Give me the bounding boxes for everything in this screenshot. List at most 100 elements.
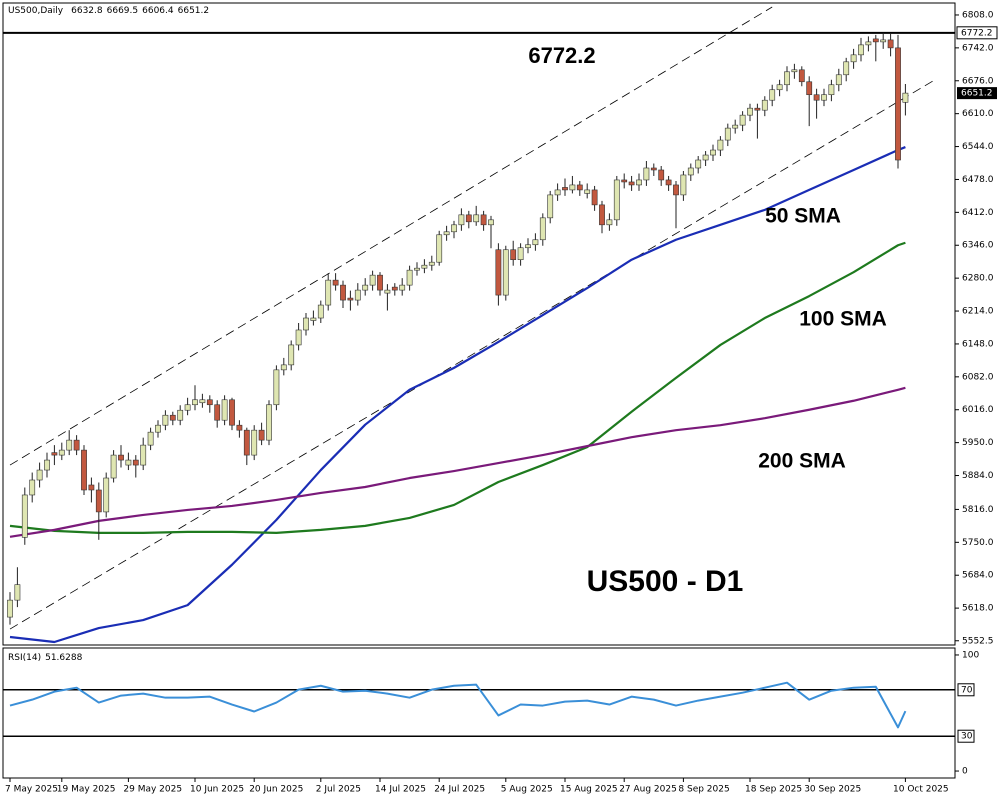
candle-body (443, 231, 450, 236)
y-tick-label: 6346.0 (962, 241, 994, 251)
candle-body (21, 494, 28, 538)
price-tag-label: 6651.2 (961, 89, 993, 99)
candle-body (510, 249, 517, 261)
candle-body (118, 454, 124, 461)
channel-line (9, 79, 936, 630)
candle-body (813, 94, 820, 101)
candle-body (473, 214, 480, 223)
x-tick-label: 10 Oct 2025 (893, 785, 949, 795)
x-tick-label: 29 May 2025 (123, 785, 182, 795)
x-tick-label: 10 Jun 2025 (190, 785, 244, 795)
candle-body (539, 217, 546, 241)
candle-body (532, 239, 539, 246)
y-tick-label: 6148.0 (962, 339, 994, 349)
candle-body (673, 184, 679, 196)
x-tick-label: 14 Jul 2025 (375, 785, 426, 795)
rsi-tick-label: 100 (962, 650, 979, 660)
candle-body (81, 449, 87, 491)
y-tick-label: 6544.0 (962, 142, 994, 152)
candle-body (621, 179, 628, 183)
candle-body (480, 214, 487, 226)
candle-body (502, 249, 509, 296)
candle-body (717, 139, 724, 151)
candle-body (399, 284, 406, 291)
candle-body (828, 84, 835, 96)
candle-body (732, 124, 739, 129)
candle-body (665, 179, 672, 186)
candle-body (695, 159, 702, 169)
candle-body (169, 414, 176, 421)
sma-label: 200 SMA (758, 450, 846, 473)
x-tick-label: 20 Jun 2025 (249, 785, 303, 795)
sma-label: 50 SMA (765, 205, 841, 228)
candle-body (606, 219, 613, 226)
candle-body (872, 38, 879, 43)
rsi-panel-frame (2, 647, 956, 779)
candle-body (103, 477, 110, 513)
candle-body (110, 454, 117, 479)
price-tag (957, 87, 997, 100)
candle-body (902, 92, 909, 103)
rsi-header: RSI(14) 51.6288 (8, 653, 83, 663)
rsi-level-label: 70 (961, 685, 973, 695)
sma-label: 100 SMA (799, 308, 887, 331)
x-tick-label: 18 Sep 2025 (745, 785, 802, 795)
candle-body (280, 364, 287, 371)
x-tick-label: 8 Sep 2025 (678, 785, 729, 795)
candle-body (199, 399, 206, 404)
rsi-line (9, 681, 907, 729)
candle-body (125, 459, 132, 466)
candle-body (769, 89, 776, 101)
candle-body (858, 44, 864, 56)
candle-body (7, 599, 13, 618)
candle-body (776, 84, 783, 91)
candle-body (680, 174, 687, 196)
candle-body (95, 489, 102, 513)
candle-body (214, 404, 221, 421)
close-value: 6651.2 (178, 6, 210, 16)
candle-body (347, 297, 354, 301)
y-tick-label: 6412.0 (962, 208, 994, 218)
y-tick-label: 5816.0 (962, 505, 994, 515)
candle-body (843, 61, 850, 76)
candle-body (288, 344, 295, 366)
y-tick-label: 6808.0 (962, 10, 994, 20)
y-tick-label: 6280.0 (962, 274, 994, 284)
candle-body (895, 47, 901, 161)
candle-body (221, 399, 228, 421)
x-tick-label: 7 May 2025 (5, 785, 58, 795)
candle-body (569, 184, 576, 191)
candle-body (369, 274, 376, 286)
chart-header: US500,Daily 6632.8 6669.5 6606.4 6651.2 (8, 6, 209, 16)
y-tick-label: 6214.0 (962, 307, 994, 317)
level-annotation: 6772.2 (528, 43, 595, 68)
candle-body (310, 317, 317, 321)
candle-body (636, 179, 642, 186)
candle-body (354, 289, 361, 301)
candle-body (739, 114, 746, 126)
candle-body (88, 484, 95, 491)
y-tick-label: 5684.0 (962, 571, 994, 581)
y-tick-label: 5950.0 (962, 438, 994, 448)
high-value: 6669.5 (107, 6, 139, 16)
rsi-plot (3, 681, 955, 737)
candle-body (798, 69, 805, 83)
candle-body (229, 399, 235, 426)
y-tick-label: 5552.5 (962, 636, 994, 646)
candle-body (428, 261, 435, 266)
candle-body (806, 81, 813, 96)
x-tick-label: 27 Aug 2025 (619, 785, 677, 795)
candle-body (295, 329, 302, 346)
candle-body (51, 452, 58, 456)
y-tick-label: 6610.0 (962, 109, 994, 119)
y-tick-label: 5618.0 (962, 604, 994, 614)
candle-body (266, 404, 272, 441)
candle-body (391, 286, 398, 291)
candle-body (14, 584, 21, 601)
sma-line (9, 241, 906, 534)
candle-body (192, 399, 198, 406)
main-panel-frame (2, 2, 956, 646)
candle-body (880, 39, 887, 43)
candle-body (436, 234, 443, 263)
candle-body (791, 69, 798, 73)
